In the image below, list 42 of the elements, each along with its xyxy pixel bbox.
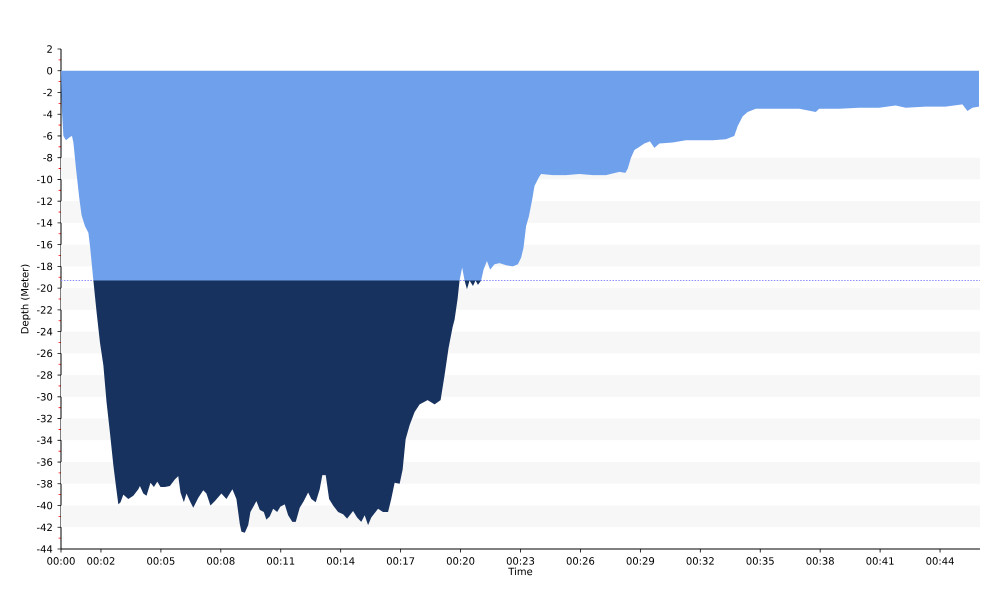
- x-tick-label: 00:17: [386, 557, 414, 565]
- y-tick-label: -20: [36, 284, 52, 292]
- y-axis-title: Depth (Meter): [20, 264, 30, 334]
- x-tick-label: 00:29: [626, 557, 654, 565]
- x-tick-label: 00:00: [47, 557, 75, 565]
- x-axis-title: Time: [508, 567, 532, 576]
- y-tick-label: -26: [36, 350, 52, 358]
- y-tick-label: -28: [36, 371, 52, 379]
- x-tick-label: 00:35: [746, 557, 774, 565]
- x-tick-label: 00:05: [147, 557, 174, 565]
- y-tick-label: -38: [36, 480, 52, 488]
- x-tick-label: 00:23: [506, 557, 534, 565]
- x-tick-label: 00:41: [866, 557, 894, 565]
- y-tick-label: -42: [36, 524, 52, 531]
- y-tick-label: -2: [43, 88, 52, 96]
- x-tick-label: 00:08: [207, 557, 235, 565]
- y-tick-label: -34: [36, 436, 52, 444]
- y-tick-label: -14: [36, 219, 52, 227]
- x-tick-label: 00:38: [806, 557, 834, 565]
- x-tick-label: 00:11: [267, 557, 294, 565]
- x-tick-label: 00:02: [87, 557, 114, 565]
- y-tick-label: -30: [36, 393, 52, 401]
- y-tick-label: -4: [43, 110, 52, 118]
- y-tick-label: -36: [36, 458, 52, 466]
- y-tick-label: -40: [36, 502, 52, 510]
- x-tick-label: 00:26: [566, 557, 594, 565]
- x-tick-label: 00:14: [326, 557, 355, 565]
- y-tick-label: -24: [36, 328, 52, 336]
- x-tick-label: 00:44: [926, 557, 954, 565]
- y-tick-label: -44: [36, 545, 52, 553]
- y-tick-label: 2: [47, 45, 52, 53]
- y-tick-label: -6: [43, 132, 52, 140]
- y-tick-label: -22: [36, 306, 52, 314]
- y-tick-label: -12: [36, 197, 52, 205]
- y-tick-label: -18: [36, 262, 52, 270]
- y-tick-label: -16: [36, 240, 52, 248]
- y-tick-label: -8: [43, 154, 52, 162]
- x-tick-label: 00:32: [686, 557, 714, 565]
- x-tick-label: 00:20: [446, 557, 474, 565]
- y-tick-label: -10: [36, 176, 52, 184]
- y-tick-label: -32: [36, 414, 52, 422]
- y-tick-label: 0: [47, 66, 52, 75]
